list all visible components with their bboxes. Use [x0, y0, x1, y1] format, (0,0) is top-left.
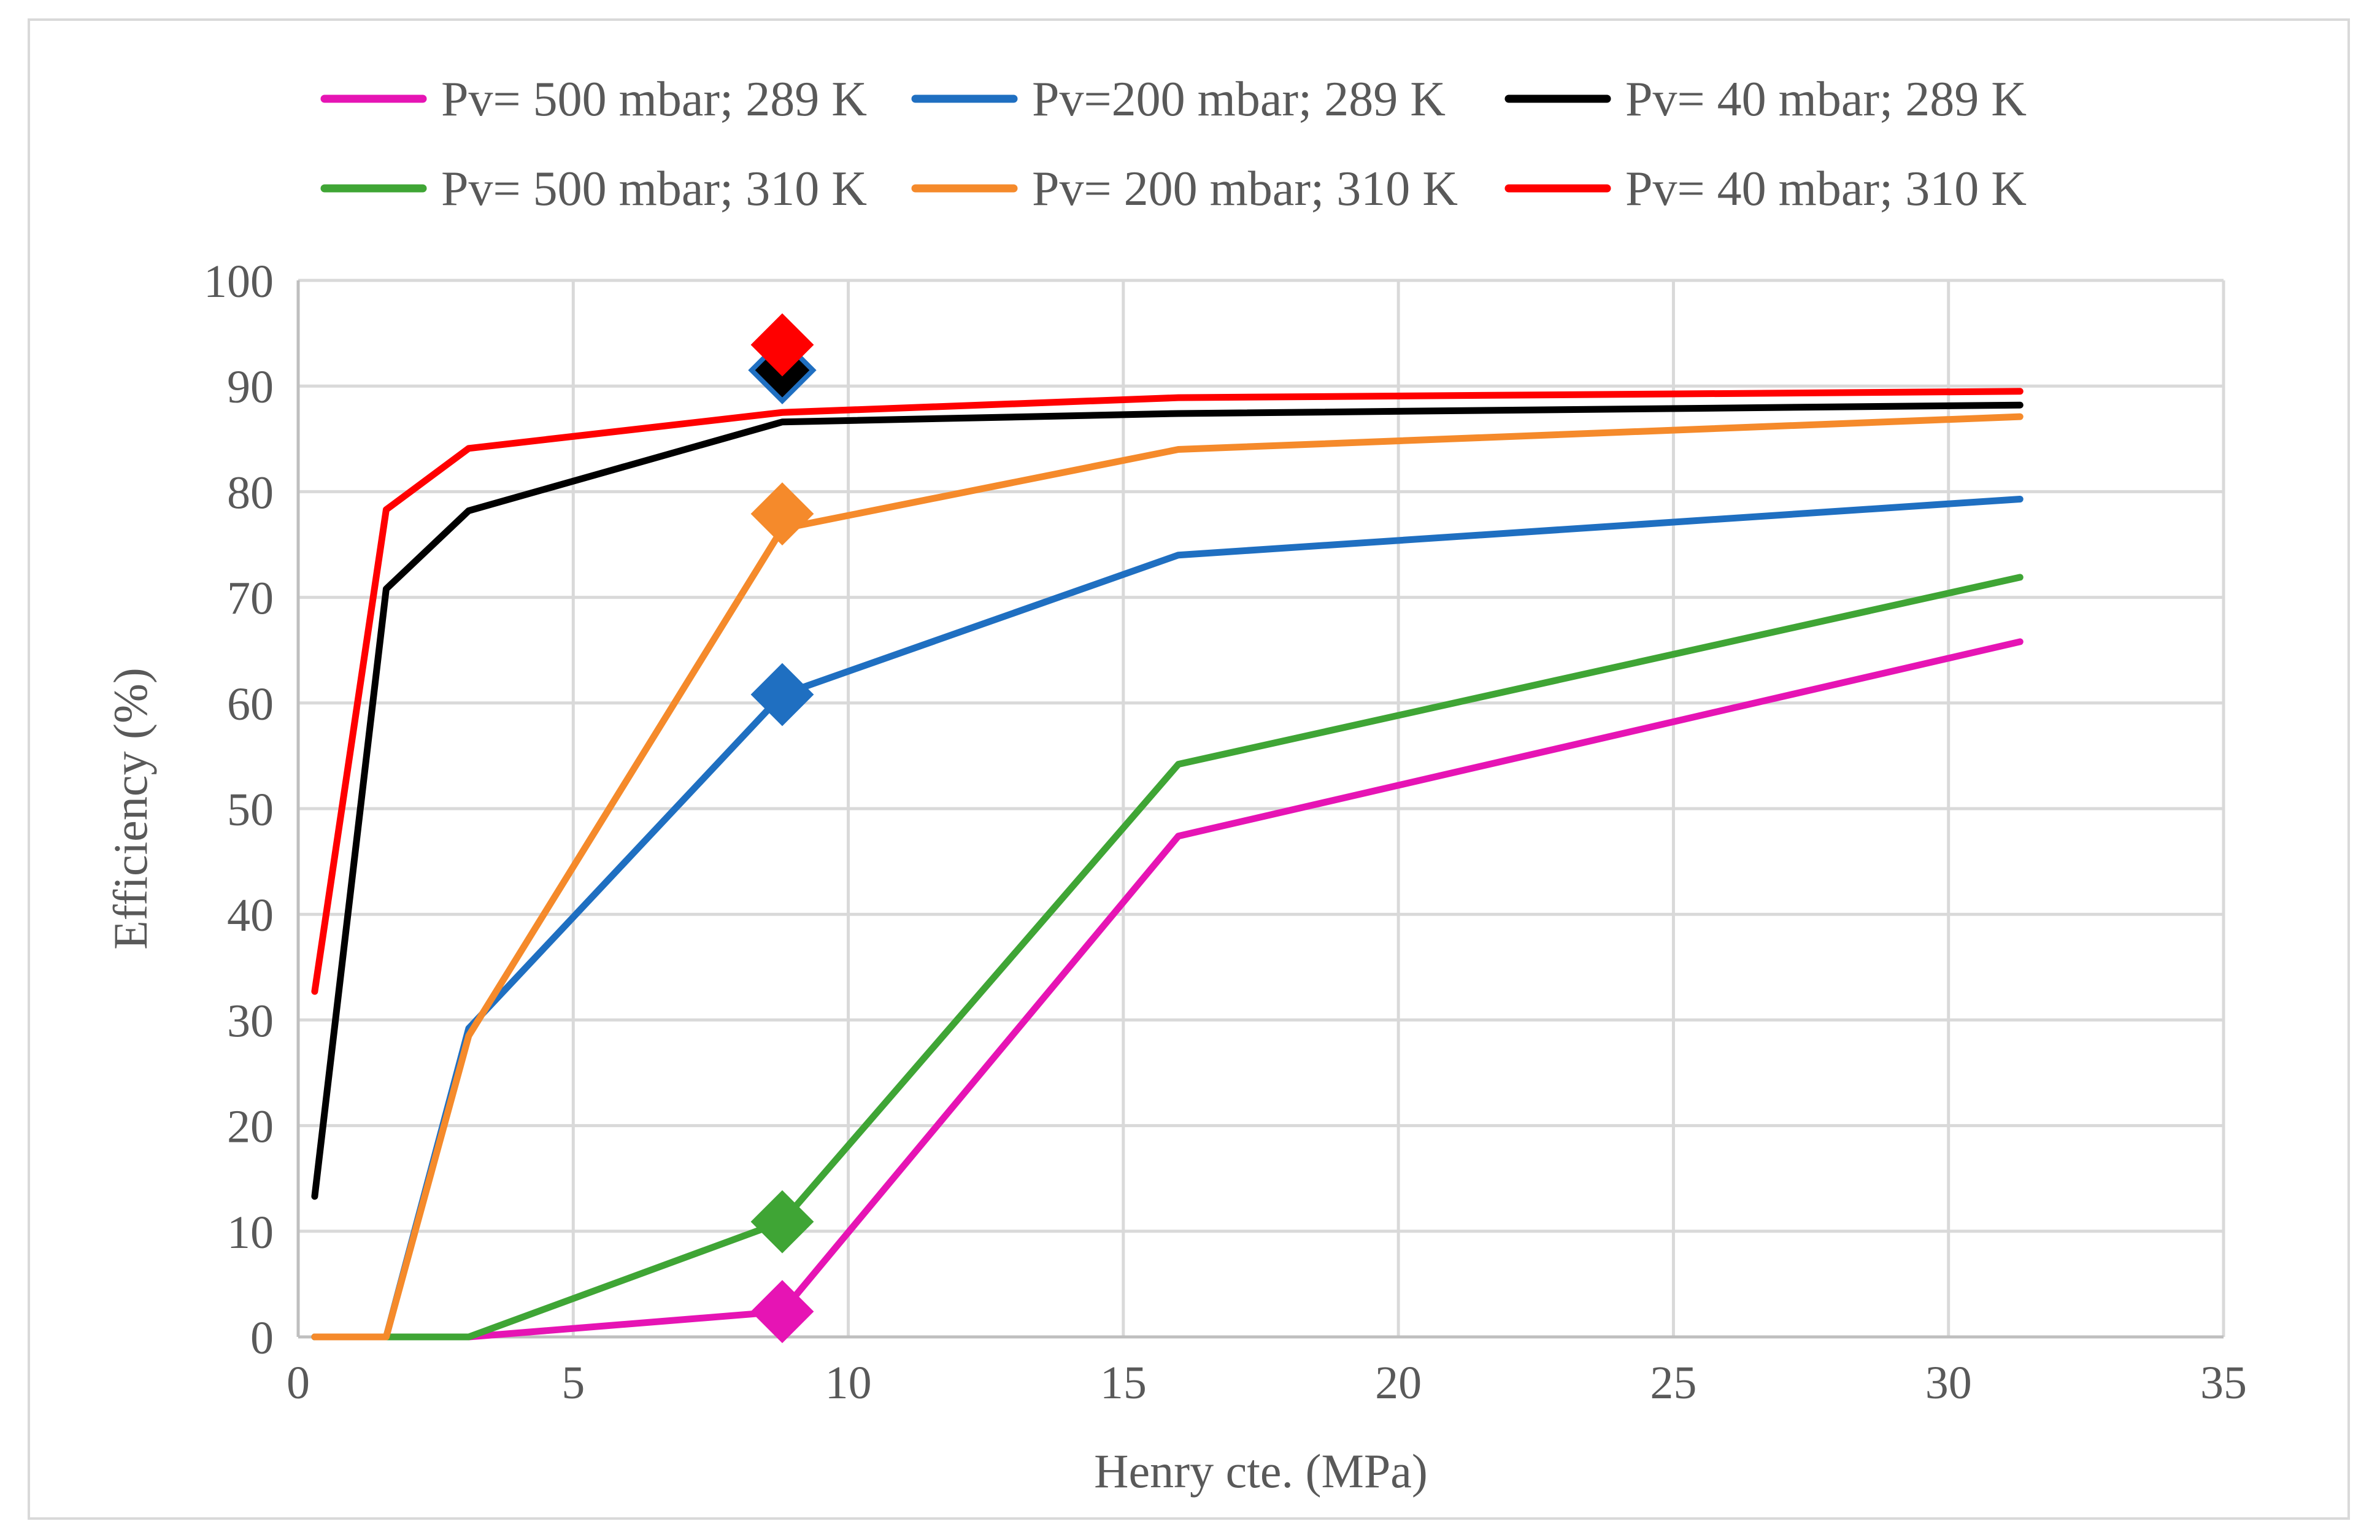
legend-label-6: Pv= 40 mbar; 310 K — [1625, 162, 2027, 216]
data-marker-1 — [750, 1280, 814, 1344]
x-tick-label: 25 — [1650, 1357, 1696, 1409]
y-tick-label: 90 — [227, 361, 274, 413]
data-marker-5 — [750, 482, 814, 545]
line-chart: 0 10 20 30 40 50 60 70 80 90 100 0 5 10 15 20 25 30 35 Pv=… — [104, 72, 2247, 1498]
legend: Pv= 500 mbar; 289 K Pv=200 mbar; 289 K Pv=… — [320, 72, 2027, 216]
series-line-5 — [311, 413, 2024, 1341]
y-tick-label: 80 — [227, 467, 274, 518]
y-tick-label: 50 — [227, 784, 274, 836]
legend-label-2: Pv=200 mbar; 289 K — [1032, 72, 1446, 126]
y-tick-label: 70 — [227, 573, 274, 625]
x-tick-label: 20 — [1375, 1357, 1422, 1409]
series-line-1 — [465, 638, 2024, 1341]
y-tick-label: 10 — [227, 1207, 274, 1258]
series-line-3 — [311, 401, 2024, 1200]
y-tick-label: 0 — [250, 1312, 274, 1364]
legend-label-4: Pv= 500 mbar; 310 K — [441, 162, 867, 216]
y-tick-label: 60 — [227, 679, 274, 730]
marker-layer — [748, 313, 817, 1344]
axis-layer: 0 10 20 30 40 50 60 70 80 90 100 0 5 10 15 20 25 30 35 — [204, 256, 2247, 1409]
y-tick-label: 100 — [204, 256, 274, 307]
data-marker-4 — [750, 1190, 814, 1253]
series-line-2 — [311, 495, 2024, 1341]
y-axis-title: Efficiency (%) — [104, 668, 157, 950]
x-tick-label: 15 — [1100, 1357, 1147, 1409]
data-marker-2 — [750, 663, 814, 726]
y-tick-label: 20 — [227, 1101, 274, 1153]
y-tick-label: 30 — [227, 995, 274, 1047]
x-tick-label: 0 — [287, 1357, 310, 1409]
series-line-6 — [311, 388, 2024, 995]
x-tick-label: 35 — [2200, 1357, 2247, 1409]
legend-label-1: Pv= 500 mbar; 289 K — [441, 72, 867, 126]
series-layer — [311, 388, 2024, 1341]
y-tick-label: 40 — [227, 890, 274, 941]
series-line-4 — [311, 574, 2024, 1341]
x-tick-label: 5 — [561, 1357, 585, 1409]
x-axis-title: Henry cte. (MPa) — [1094, 1444, 1428, 1498]
grid-layer — [298, 279, 2225, 1337]
data-marker-6 — [750, 313, 814, 377]
legend-label-3: Pv= 40 mbar; 289 K — [1625, 72, 2027, 126]
legend-label-5: Pv= 200 mbar; 310 K — [1032, 162, 1458, 216]
x-tick-label: 10 — [825, 1357, 872, 1409]
x-tick-label: 30 — [1925, 1357, 1972, 1409]
chart-frame: 0 10 20 30 40 50 60 70 80 90 100 0 5 10 15 20 25 30 35 Pv=… — [28, 18, 2350, 1520]
